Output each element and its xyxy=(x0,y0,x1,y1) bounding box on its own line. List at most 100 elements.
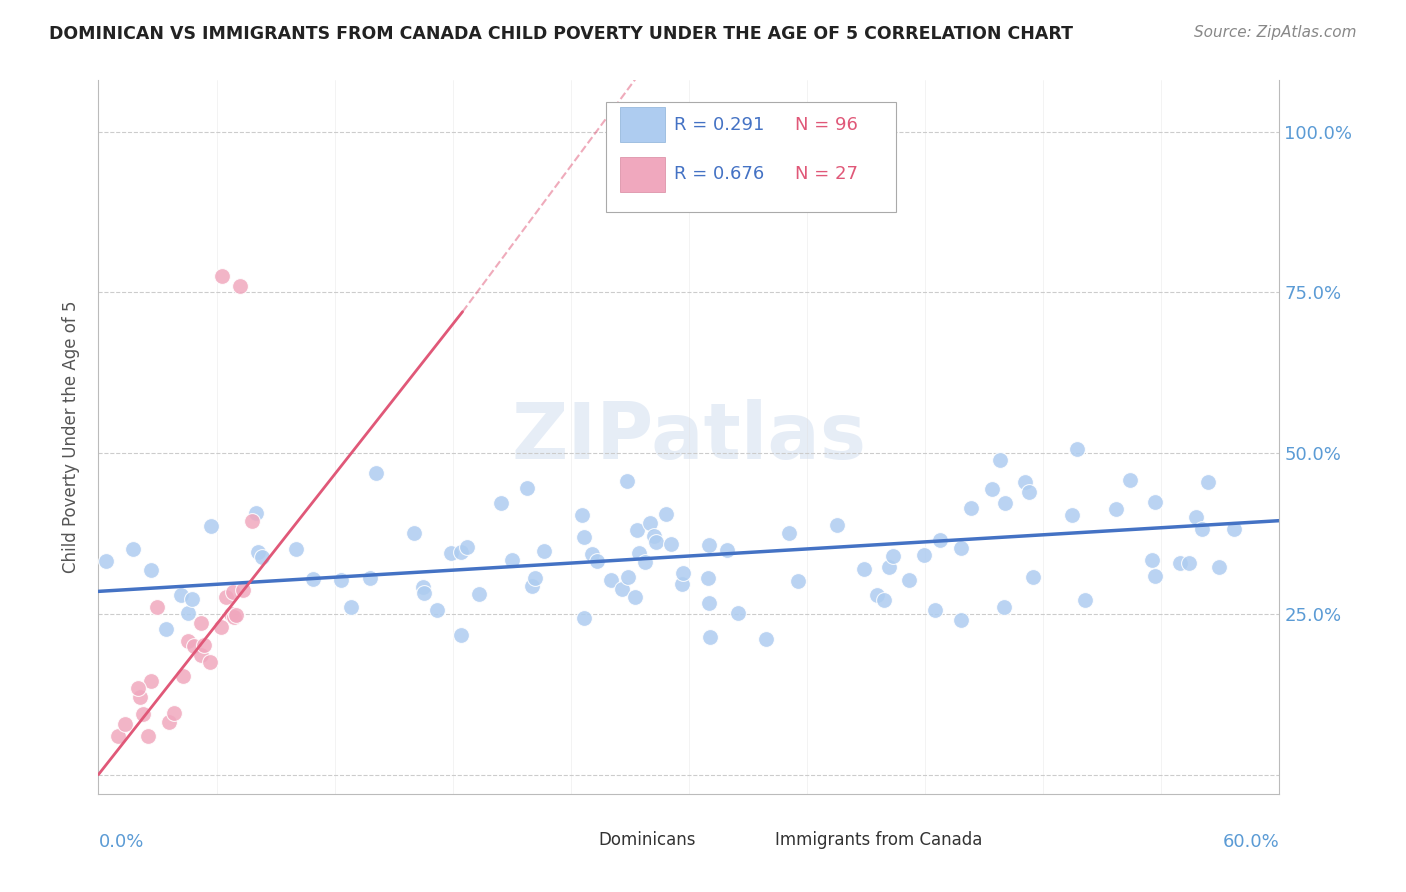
Point xyxy=(1185,510,1208,524)
Point xyxy=(572,530,595,544)
Point xyxy=(1066,442,1088,456)
Point xyxy=(716,542,738,557)
Point xyxy=(1223,522,1246,536)
Point xyxy=(157,715,180,730)
Point xyxy=(697,596,720,610)
Point xyxy=(491,496,513,510)
Point xyxy=(129,690,152,704)
Text: R = 0.676: R = 0.676 xyxy=(673,166,763,184)
Point xyxy=(200,519,222,533)
Point xyxy=(671,577,693,591)
Point xyxy=(232,582,254,597)
Point xyxy=(225,608,247,623)
Point xyxy=(364,466,387,480)
Point xyxy=(450,545,472,559)
Point xyxy=(163,706,186,720)
FancyBboxPatch shape xyxy=(620,157,665,192)
Point xyxy=(672,566,695,580)
Point xyxy=(107,729,129,743)
Point xyxy=(852,562,875,576)
Point xyxy=(960,500,983,515)
Point xyxy=(190,615,212,630)
Point xyxy=(94,554,117,568)
Point xyxy=(1062,508,1084,522)
Point xyxy=(141,562,163,576)
FancyBboxPatch shape xyxy=(606,102,896,212)
Point xyxy=(211,269,233,284)
Point xyxy=(193,638,215,652)
Point xyxy=(787,574,810,589)
Point xyxy=(623,591,645,605)
Point xyxy=(1197,475,1219,489)
Point xyxy=(727,606,749,620)
Point xyxy=(1178,556,1201,570)
Point xyxy=(994,496,1017,510)
Point xyxy=(359,571,381,585)
Point xyxy=(581,547,603,561)
Point xyxy=(654,507,676,521)
Text: Dominicans: Dominicans xyxy=(598,830,696,848)
Point xyxy=(219,607,242,621)
Point xyxy=(949,614,972,628)
Point xyxy=(301,572,323,586)
FancyBboxPatch shape xyxy=(620,107,665,142)
Point xyxy=(1208,559,1230,574)
Point xyxy=(645,534,668,549)
Point xyxy=(616,570,638,584)
Text: Immigrants from Canada: Immigrants from Canada xyxy=(775,830,983,848)
Point xyxy=(1118,473,1140,487)
Point xyxy=(993,600,1015,615)
Point xyxy=(426,603,449,617)
Point xyxy=(1168,556,1191,570)
Point xyxy=(141,674,163,689)
Point xyxy=(176,606,198,620)
Point xyxy=(1073,592,1095,607)
Point xyxy=(1143,495,1166,509)
Point xyxy=(284,542,307,557)
Point xyxy=(950,541,973,556)
Point xyxy=(247,544,270,558)
Point xyxy=(172,669,194,683)
Point xyxy=(240,514,263,528)
Point xyxy=(626,524,648,538)
Point xyxy=(114,717,136,731)
Point xyxy=(571,508,593,522)
Point xyxy=(988,453,1011,467)
Point xyxy=(229,279,252,293)
Point xyxy=(155,622,177,636)
Point xyxy=(638,516,661,531)
Point xyxy=(190,648,212,662)
Point xyxy=(882,549,904,563)
Point xyxy=(516,482,538,496)
Point xyxy=(755,632,778,647)
Point xyxy=(929,533,952,548)
Point xyxy=(873,593,896,607)
Point xyxy=(897,573,920,587)
Point xyxy=(877,560,900,574)
Point xyxy=(1014,475,1036,489)
Point xyxy=(661,537,683,551)
Text: 0.0%: 0.0% xyxy=(98,833,143,851)
Point xyxy=(183,639,205,653)
Text: Source: ZipAtlas.com: Source: ZipAtlas.com xyxy=(1194,25,1357,40)
Point xyxy=(533,544,555,558)
Point xyxy=(1018,484,1040,499)
Point xyxy=(610,582,633,597)
Point xyxy=(221,584,243,599)
Point xyxy=(924,603,946,617)
FancyBboxPatch shape xyxy=(561,825,595,855)
Point xyxy=(572,611,595,625)
Point xyxy=(169,588,191,602)
Point xyxy=(440,546,463,560)
Point xyxy=(1140,552,1163,566)
Point xyxy=(215,590,238,604)
Point xyxy=(699,630,721,644)
Point xyxy=(468,587,491,601)
Text: ZIPatlas: ZIPatlas xyxy=(512,399,866,475)
Point xyxy=(628,546,651,560)
Point xyxy=(132,707,155,722)
Point xyxy=(222,610,245,624)
Point xyxy=(643,529,665,543)
Point xyxy=(1144,569,1167,583)
Point xyxy=(450,627,472,641)
